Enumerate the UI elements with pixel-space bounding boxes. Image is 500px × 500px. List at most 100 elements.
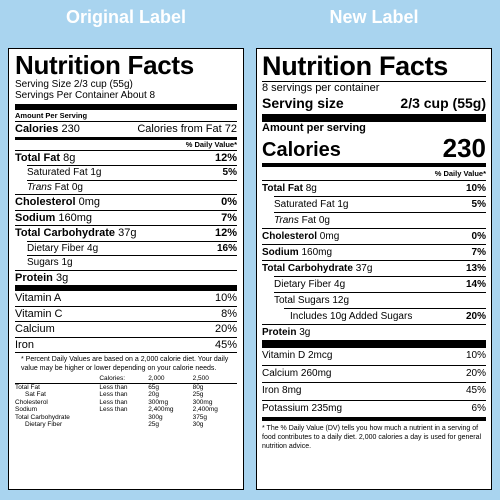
new-nutrient-dv: 20% bbox=[465, 311, 486, 322]
old-nutrient-dv: 12% bbox=[214, 151, 237, 164]
new-footnote: * The % Daily Value (DV) tells you how m… bbox=[262, 425, 482, 450]
old-nutrient-dv: 5% bbox=[222, 167, 237, 178]
old-table-cell: Less than bbox=[99, 398, 128, 406]
old-table-cell: Less than bbox=[99, 406, 128, 413]
new-servings-per-container: 8 servings per container bbox=[262, 82, 380, 94]
old-table-header-cell: 2,500 bbox=[192, 375, 209, 382]
old-calories-value: 230 bbox=[61, 123, 80, 135]
old-nutrient-label: Total Carbohydrate bbox=[15, 227, 116, 239]
old-amount-per-serving: Amount Per Serving bbox=[15, 111, 88, 120]
old-serving-size: Serving Size 2/3 cup (55g) bbox=[15, 79, 133, 90]
old-table-cell: 80g bbox=[192, 383, 204, 391]
old-dv-header: % Daily Value* bbox=[185, 139, 237, 149]
old-nutrient-dv: 16% bbox=[216, 242, 237, 254]
new-nutrient-dv: 13% bbox=[465, 263, 486, 274]
old-nutrient-label: Cholesterol bbox=[15, 196, 76, 208]
old-table-cell: 20g bbox=[148, 391, 160, 398]
old-vitamin-dv: 8% bbox=[221, 307, 237, 320]
old-vitamin-dv: 10% bbox=[214, 292, 237, 304]
new-label-heading: New Label bbox=[329, 7, 419, 27]
old-vitamin-label: Vitamin A bbox=[15, 292, 62, 304]
old-nutrient-label: Protein bbox=[15, 271, 53, 284]
old-nutrient-label: Sodium bbox=[15, 211, 56, 224]
new-nutrient-dv: 7% bbox=[471, 247, 486, 258]
new-vitamin-dv: 20% bbox=[465, 367, 486, 379]
new-nutrient-label: Saturated Fat bbox=[274, 199, 335, 210]
new-nutrient-label: Includes 10g Added Sugars bbox=[290, 311, 413, 322]
original-nutrition-label: Nutrition Facts Serving Size 2/3 cup (55… bbox=[8, 48, 244, 490]
old-nutrient-label: Trans bbox=[27, 181, 52, 193]
old-table-cell: 65g bbox=[148, 383, 160, 391]
new-nutrient-label: Sodium bbox=[262, 247, 299, 258]
new-nutrient-label: Cholesterol bbox=[262, 231, 318, 242]
new-nutrient-label: Total Carbohydrate bbox=[262, 263, 353, 274]
old-table-cell: 2,400mg bbox=[192, 406, 218, 413]
new-nutrient-amount: 0mg bbox=[319, 231, 340, 242]
old-nutrient-amount: Fat 0g bbox=[54, 181, 83, 193]
old-title: Nutrition Facts bbox=[15, 50, 194, 80]
old-table-cell: Sat Fat bbox=[25, 391, 46, 398]
new-vitamin-label: Vitamin D 2mcg bbox=[262, 350, 333, 361]
old-nutrient-amount: 8g bbox=[63, 151, 76, 164]
new-nutrient-amount: 3g bbox=[299, 327, 311, 338]
new-calories-value: 230 bbox=[442, 133, 486, 163]
new-serving-size-value: 2/3 cup (55g) bbox=[400, 95, 486, 111]
old-servings-per-container: Servings Per Container About 8 bbox=[15, 90, 156, 101]
old-nutrient-amount: 4g bbox=[87, 242, 99, 254]
old-nutrient-amount: 160mg bbox=[58, 211, 93, 224]
old-nutrient-label: Dietary Fiber bbox=[27, 242, 85, 254]
new-vitamin-dv: 6% bbox=[471, 402, 486, 414]
old-nutrient-amount: 1g bbox=[61, 257, 73, 268]
old-table-cell: 300g bbox=[148, 413, 163, 421]
old-table-cell: Total Carbohydrate bbox=[15, 413, 70, 421]
old-table-cell: 2,400mg bbox=[148, 406, 174, 413]
old-nutrient-dv: 12% bbox=[214, 227, 237, 239]
new-nutrient-dv: 14% bbox=[465, 279, 486, 290]
old-vitamin-dv: 20% bbox=[214, 323, 237, 335]
new-nutrient-amount: Fat 0g bbox=[301, 215, 330, 226]
new-nutrient-amount: 37g bbox=[355, 263, 373, 274]
old-nutrient-amount: 37g bbox=[118, 227, 137, 239]
new-nutrient-amount: 4g bbox=[334, 279, 346, 290]
new-amount-per-serving: Amount per serving bbox=[262, 122, 366, 134]
old-table-cell: 375g bbox=[192, 413, 208, 421]
old-nutrient-label: Saturated Fat bbox=[27, 167, 88, 178]
new-vitamin-dv: 45% bbox=[465, 385, 486, 396]
old-table-cell: 30g bbox=[192, 421, 204, 428]
new-nutrient-amount: 12g bbox=[332, 295, 350, 306]
new-dv-header: % Daily Value* bbox=[434, 169, 486, 178]
old-table-cell bbox=[99, 414, 148, 422]
new-title: Nutrition Facts bbox=[262, 51, 449, 81]
old-table-cell: 300mg bbox=[148, 398, 169, 406]
old-footnote: * Percent Daily Values are based on a 2,… bbox=[21, 356, 229, 372]
new-serving-size-label: Serving size bbox=[262, 95, 344, 111]
old-vitamin-label: Calcium bbox=[15, 323, 55, 335]
new-nutrition-label: Nutrition Facts 8 servings per container… bbox=[256, 48, 492, 490]
new-nutrient-amount: 1g bbox=[337, 199, 349, 210]
old-nutrient-label: Total Fat bbox=[15, 151, 61, 164]
old-nutrient-dv: 7% bbox=[221, 211, 237, 224]
new-nutrient-label: Protein bbox=[262, 327, 297, 338]
old-vitamin-label: Iron bbox=[15, 338, 34, 351]
old-table-header-cell: 2,000 bbox=[148, 375, 165, 382]
old-calories-from-fat: Calories from Fat 72 bbox=[137, 123, 237, 135]
old-table-cell: Less than bbox=[99, 383, 128, 391]
old-daily-values-table: Calories: 2,000 2,500 Total Fat Less than… bbox=[15, 375, 237, 429]
new-nutrient-dv: 0% bbox=[471, 231, 486, 242]
old-table-cell: Dietary Fiber bbox=[25, 421, 63, 428]
old-table-cell: 25g bbox=[192, 391, 204, 398]
old-table-cell: Less than bbox=[99, 391, 128, 398]
old-calories-label: Calories bbox=[15, 123, 59, 135]
new-vitamin-dv: 10% bbox=[465, 350, 486, 361]
new-vitamin-label: Potassium 235mg bbox=[262, 402, 343, 414]
new-nutrient-dv: 5% bbox=[471, 199, 486, 210]
new-nutrient-label: Dietary Fiber bbox=[274, 279, 332, 290]
new-vitamin-label: Iron 8mg bbox=[262, 385, 302, 396]
old-vitamin-dv: 45% bbox=[214, 338, 237, 351]
old-table-cell: Sodium bbox=[15, 406, 38, 413]
new-nutrient-amount: 160mg bbox=[301, 247, 333, 258]
old-nutrient-amount: 0mg bbox=[78, 196, 100, 208]
old-nutrient-amount: 1g bbox=[90, 167, 102, 178]
old-nutrient-dv: 0% bbox=[221, 196, 237, 208]
new-nutrient-label: Trans bbox=[274, 215, 299, 226]
